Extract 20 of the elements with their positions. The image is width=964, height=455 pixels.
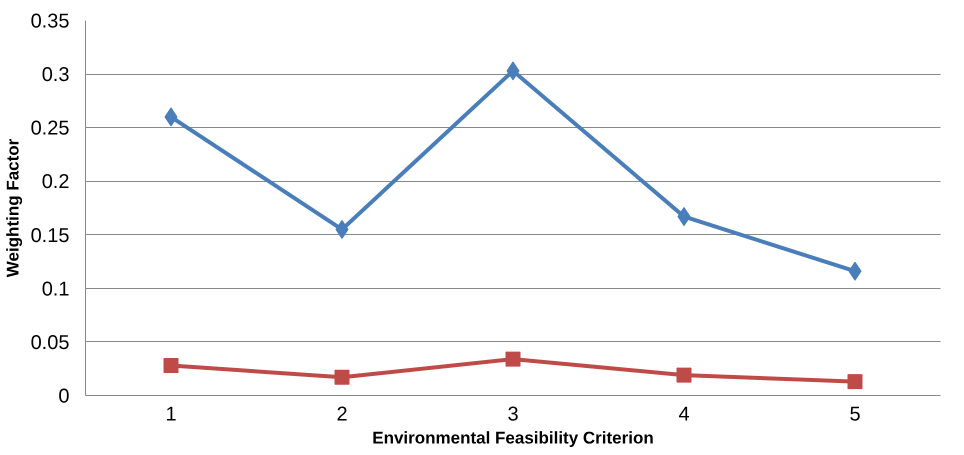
y-tick-label: 0.1 <box>42 278 70 300</box>
point <box>506 352 520 367</box>
y-tick-label: 0.25 <box>30 118 70 140</box>
point <box>848 374 862 390</box>
y-tick-label: 0.2 <box>42 171 70 194</box>
x-tick-label: 4 <box>678 404 690 426</box>
y-axis-title: Weighting Factor <box>4 138 23 278</box>
y-tick-label: 0.3 <box>42 64 70 86</box>
y-tick-label: 0.35 <box>30 10 70 32</box>
point <box>676 368 692 383</box>
y-tick-label: 0.05 <box>30 332 70 354</box>
x-axis-title: Environmental Feasibility Criterion <box>372 428 654 448</box>
x-tick-label: 2 <box>336 404 348 426</box>
x-tick-label: 3 <box>507 404 519 426</box>
y-tick-label: 0.15 <box>30 224 70 247</box>
y-tick-label: 0 <box>58 386 70 408</box>
point <box>334 370 350 385</box>
x-tick-label: 5 <box>849 404 861 426</box>
point <box>164 358 178 373</box>
x-tick-label: 1 <box>165 404 177 426</box>
